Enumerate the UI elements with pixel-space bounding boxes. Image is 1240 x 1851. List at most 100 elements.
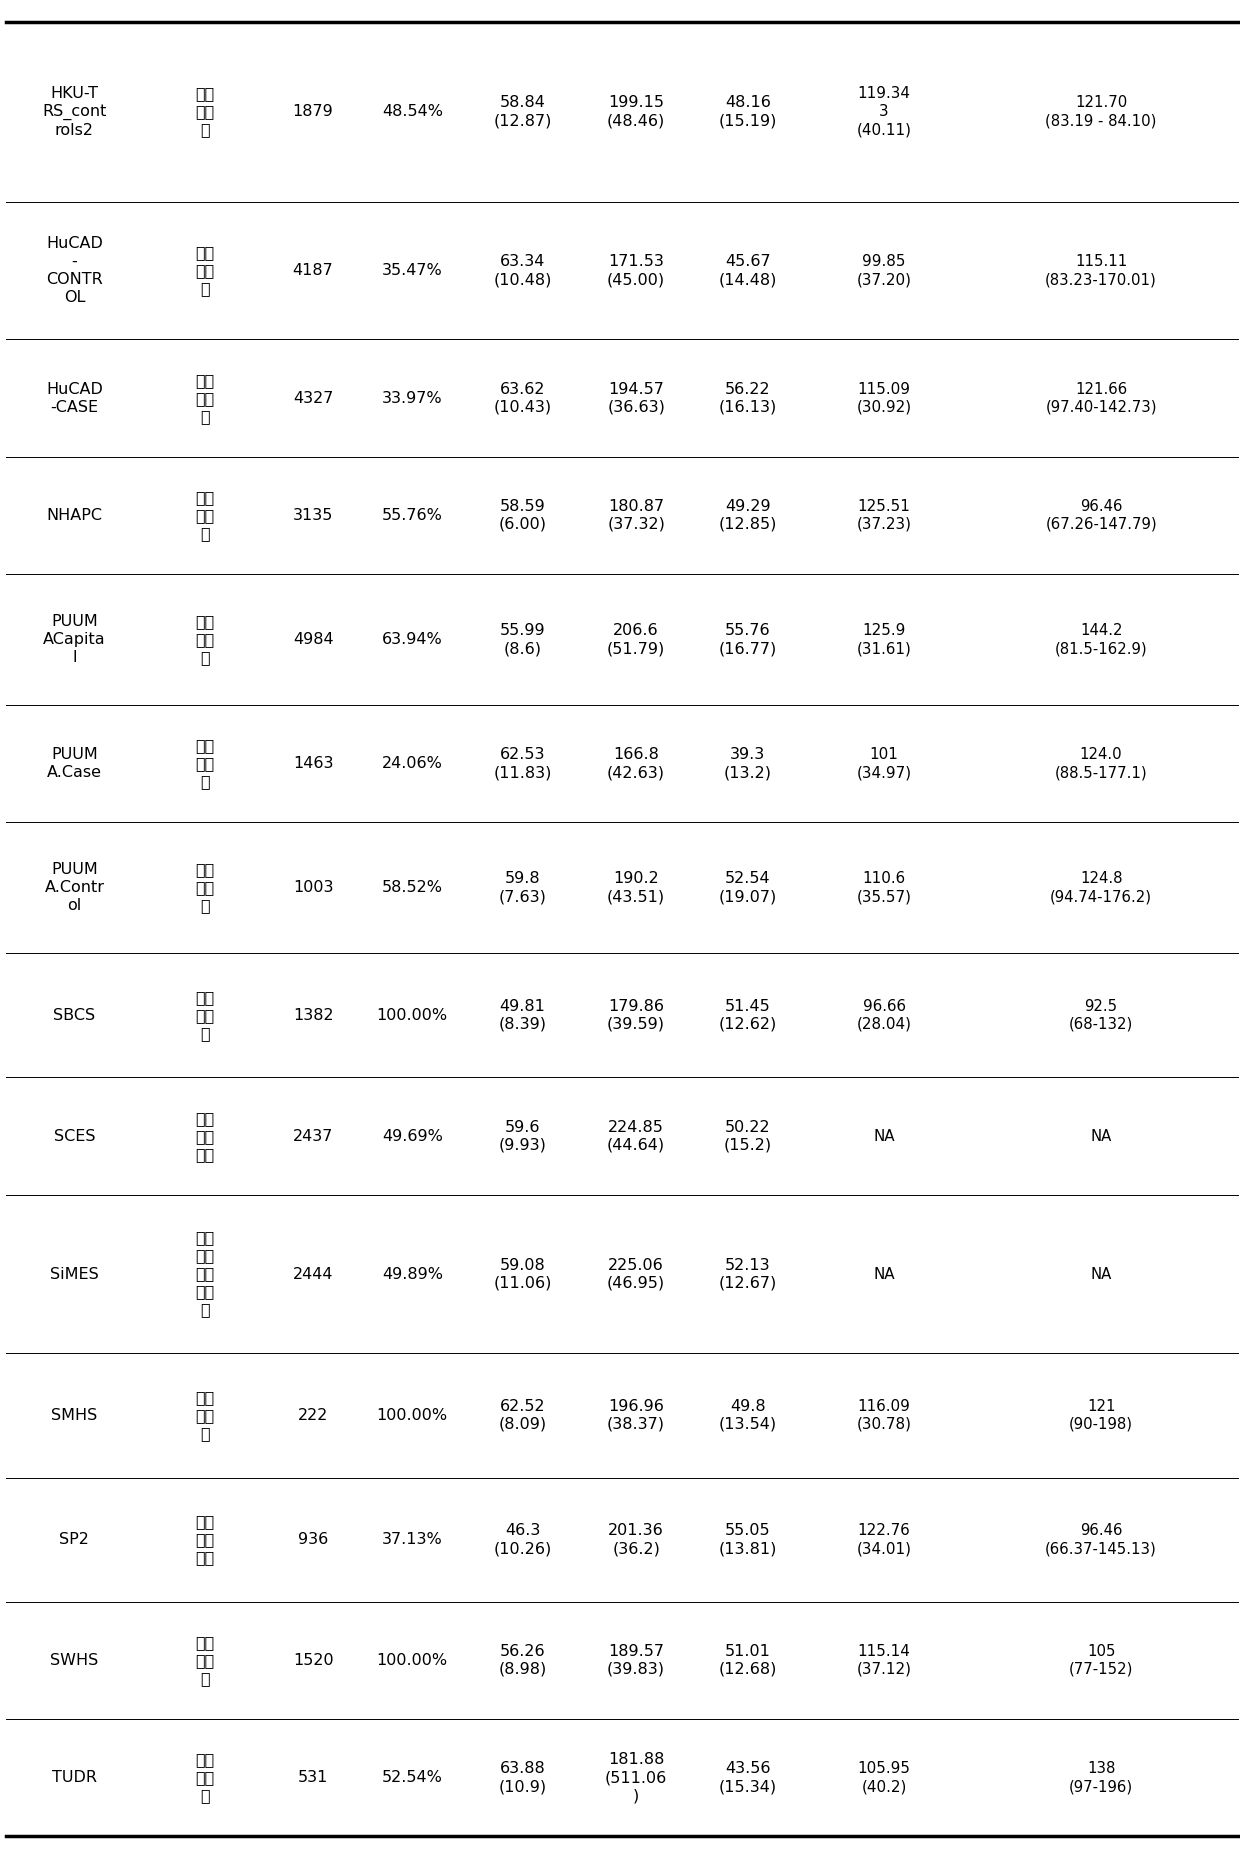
Text: 1382: 1382 — [293, 1009, 334, 1024]
Text: 新加
坡籍
华裔: 新加 坡籍 华裔 — [195, 1111, 215, 1162]
Text: 55.76
(16.77): 55.76 (16.77) — [719, 624, 776, 655]
Text: 1520: 1520 — [293, 1653, 334, 1668]
Text: 中国
大陆
人: 中国 大陆 人 — [195, 990, 215, 1040]
Text: 49.81
(8.39): 49.81 (8.39) — [498, 1000, 547, 1031]
Text: 新加
坡籍
马来
西亚
人: 新加 坡籍 马来 西亚 人 — [195, 1231, 215, 1318]
Text: 46.3
(10.26): 46.3 (10.26) — [494, 1523, 552, 1557]
Text: TUDR: TUDR — [52, 1770, 97, 1784]
Text: 4187: 4187 — [293, 263, 334, 278]
Text: SiMES: SiMES — [50, 1266, 99, 1281]
Text: 35.47%: 35.47% — [382, 263, 443, 278]
Text: 115.11
(83.23-170.01): 115.11 (83.23-170.01) — [1045, 254, 1157, 287]
Text: 52.13
(12.67): 52.13 (12.67) — [719, 1257, 776, 1290]
Text: 1463: 1463 — [293, 757, 334, 772]
Text: NHAPC: NHAPC — [46, 507, 103, 522]
Text: 55.76%: 55.76% — [382, 507, 443, 522]
Text: 138
(97-196): 138 (97-196) — [1069, 1760, 1133, 1794]
Text: 58.52%: 58.52% — [382, 881, 443, 896]
Text: 180.87
(37.32): 180.87 (37.32) — [608, 500, 665, 531]
Text: 124.8
(94.74-176.2): 124.8 (94.74-176.2) — [1050, 872, 1152, 905]
Text: 新加
坡籍
华裔: 新加 坡籍 华裔 — [195, 1514, 215, 1566]
Text: 189.57
(39.83): 189.57 (39.83) — [608, 1644, 665, 1677]
Text: SBCS: SBCS — [53, 1009, 95, 1024]
Text: 48.16
(15.19): 48.16 (15.19) — [718, 96, 777, 128]
Text: 92.5
(68-132): 92.5 (68-132) — [1069, 1000, 1133, 1031]
Text: 39.3
(13.2): 39.3 (13.2) — [724, 748, 771, 779]
Text: 58.84
(12.87): 58.84 (12.87) — [494, 96, 552, 128]
Text: 62.52
(8.09): 62.52 (8.09) — [498, 1399, 547, 1433]
Text: 62.53
(11.83): 62.53 (11.83) — [494, 748, 552, 779]
Text: 96.66
(28.04): 96.66 (28.04) — [857, 1000, 911, 1031]
Text: 55.99
(8.6): 55.99 (8.6) — [500, 624, 546, 655]
Text: PUUM
A.Case: PUUM A.Case — [47, 748, 102, 779]
Text: 101
(34.97): 101 (34.97) — [857, 748, 911, 779]
Text: 1003: 1003 — [293, 881, 334, 896]
Text: 33.97%: 33.97% — [382, 391, 443, 405]
Text: 59.8
(7.63): 59.8 (7.63) — [498, 872, 547, 905]
Text: 125.51
(37.23): 125.51 (37.23) — [857, 500, 911, 531]
Text: 49.89%: 49.89% — [382, 1266, 443, 1281]
Text: 96.46
(67.26-147.79): 96.46 (67.26-147.79) — [1045, 500, 1157, 531]
Text: 中国
台湾
人: 中国 台湾 人 — [195, 1753, 215, 1803]
Text: 206.6
(51.79): 206.6 (51.79) — [608, 624, 665, 655]
Text: 中国
香港
人: 中国 香港 人 — [195, 87, 215, 137]
Text: 179.86
(39.59): 179.86 (39.59) — [608, 1000, 665, 1031]
Text: 196.96
(38.37): 196.96 (38.37) — [608, 1399, 665, 1433]
Text: SP2: SP2 — [60, 1533, 89, 1547]
Text: 194.57
(36.63): 194.57 (36.63) — [608, 381, 665, 415]
Text: 中国
大陆
人: 中国 大陆 人 — [195, 491, 215, 540]
Text: 56.22
(16.13): 56.22 (16.13) — [719, 381, 776, 415]
Text: 105
(77-152): 105 (77-152) — [1069, 1644, 1133, 1677]
Text: 52.54
(19.07): 52.54 (19.07) — [719, 872, 776, 905]
Text: 124.0
(88.5-177.1): 124.0 (88.5-177.1) — [1055, 748, 1147, 779]
Text: 中国
大陆
人: 中国 大陆 人 — [195, 739, 215, 789]
Text: 119.34
3
(40.11): 119.34 3 (40.11) — [857, 87, 911, 137]
Text: 224.85
(44.64): 224.85 (44.64) — [608, 1120, 665, 1153]
Text: 115.14
(37.12): 115.14 (37.12) — [857, 1644, 911, 1677]
Text: HKU-T
RS_cont
rols2: HKU-T RS_cont rols2 — [42, 85, 107, 139]
Text: 中国
大陆
人: 中国 大陆 人 — [195, 244, 215, 296]
Text: 24.06%: 24.06% — [382, 757, 443, 772]
Text: NA: NA — [1090, 1266, 1112, 1281]
Text: 58.59
(6.00): 58.59 (6.00) — [498, 500, 547, 531]
Text: 37.13%: 37.13% — [382, 1533, 443, 1547]
Text: SWHS: SWHS — [51, 1653, 98, 1668]
Text: 51.45
(12.62): 51.45 (12.62) — [719, 1000, 776, 1031]
Text: 100.00%: 100.00% — [377, 1653, 448, 1668]
Text: 222: 222 — [298, 1409, 329, 1423]
Text: NA: NA — [1090, 1129, 1112, 1144]
Text: 936: 936 — [298, 1533, 329, 1547]
Text: 125.9
(31.61): 125.9 (31.61) — [857, 624, 911, 655]
Text: 51.01
(12.68): 51.01 (12.68) — [718, 1644, 777, 1677]
Text: 63.62
(10.43): 63.62 (10.43) — [494, 381, 552, 415]
Text: 49.69%: 49.69% — [382, 1129, 443, 1144]
Text: 99.85
(37.20): 99.85 (37.20) — [857, 254, 911, 287]
Text: 63.94%: 63.94% — [382, 631, 443, 648]
Text: 121.66
(97.40-142.73): 121.66 (97.40-142.73) — [1045, 381, 1157, 415]
Text: PUUM
ACapita
l: PUUM ACapita l — [43, 615, 105, 665]
Text: 100.00%: 100.00% — [377, 1009, 448, 1024]
Text: NA: NA — [873, 1129, 895, 1144]
Text: 55.05
(13.81): 55.05 (13.81) — [718, 1523, 777, 1557]
Text: 116.09
(30.78): 116.09 (30.78) — [857, 1399, 911, 1433]
Text: 2444: 2444 — [293, 1266, 334, 1281]
Text: 144.2
(81.5-162.9): 144.2 (81.5-162.9) — [1055, 624, 1147, 655]
Text: 中国
大陆
人: 中国 大陆 人 — [195, 1634, 215, 1686]
Text: 100.00%: 100.00% — [377, 1409, 448, 1423]
Text: 225.06
(46.95): 225.06 (46.95) — [608, 1257, 665, 1290]
Text: 171.53
(45.00): 171.53 (45.00) — [608, 254, 665, 287]
Text: SCES: SCES — [53, 1129, 95, 1144]
Text: 4984: 4984 — [293, 631, 334, 648]
Text: 48.54%: 48.54% — [382, 104, 443, 118]
Text: 96.46
(66.37-145.13): 96.46 (66.37-145.13) — [1045, 1523, 1157, 1557]
Text: HuCAD
-CASE: HuCAD -CASE — [46, 381, 103, 415]
Text: HuCAD
-
CONTR
OL: HuCAD - CONTR OL — [46, 237, 103, 305]
Text: PUUM
A.Contr
ol: PUUM A.Contr ol — [45, 863, 104, 913]
Text: 121.70
(83.19 - 84.10): 121.70 (83.19 - 84.10) — [1045, 96, 1157, 128]
Text: 199.15
(48.46): 199.15 (48.46) — [608, 96, 665, 128]
Text: 45.67
(14.48): 45.67 (14.48) — [718, 254, 777, 287]
Text: 3135: 3135 — [293, 507, 334, 522]
Text: 166.8
(42.63): 166.8 (42.63) — [608, 748, 665, 779]
Text: 115.09
(30.92): 115.09 (30.92) — [857, 381, 911, 415]
Text: 110.6
(35.57): 110.6 (35.57) — [857, 872, 911, 905]
